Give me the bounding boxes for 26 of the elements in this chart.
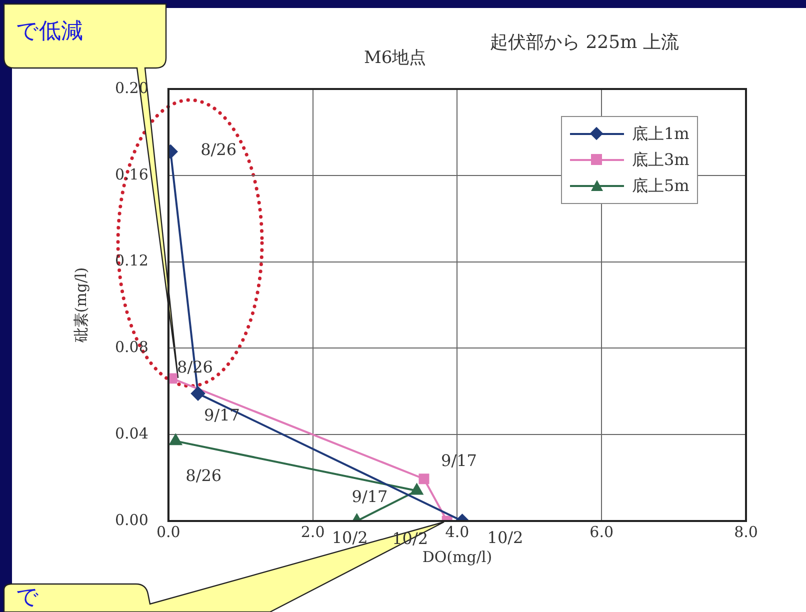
x-tick-label: 2.0 [300,522,325,541]
data-label: 9/17 [352,486,388,506]
y-axis-title: 砒素(mg/l) [72,267,90,344]
legend-label: 底上1m [632,124,690,144]
point [168,373,178,384]
chart-title: M6地点 [364,47,426,69]
data-label: 10/2 [487,528,524,548]
data-label: 9/17 [204,406,240,425]
x-tick-label: 8.0 [734,522,758,541]
legend-label: 底上3m [632,150,690,170]
point [169,434,182,446]
point [410,484,423,495]
x-tick-label: 4.0 [445,522,470,541]
x-tick-label: 6.0 [590,522,614,541]
data-label: 8/26 [200,140,237,159]
y-tick-label: 0.12 [114,252,148,270]
x-axis-title: DO(mg/l) [422,548,492,566]
data-label: 8/26 [186,466,222,486]
chart-subtitle: 起伏部から 225m 上流 [490,31,679,54]
legend-label: 底上5m [632,176,690,196]
y-tick-label: 0.00 [114,510,148,529]
x-tick-label: 0.0 [156,522,180,541]
y-tick-label: 0.08 [114,338,148,356]
data-label: 10/2 [332,528,368,548]
y-tick-label: 0.04 [114,424,148,442]
y-tick-label: 0.16 [114,165,148,184]
